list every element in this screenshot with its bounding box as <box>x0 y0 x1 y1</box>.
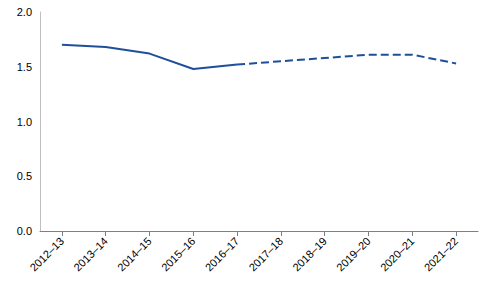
svg-text:0.0: 0.0 <box>17 225 32 237</box>
svg-text:2013–14: 2013–14 <box>71 235 110 274</box>
svg-text:2012–13: 2012–13 <box>27 235 66 274</box>
svg-text:1.0: 1.0 <box>17 116 32 128</box>
svg-text:2016–17: 2016–17 <box>203 235 242 274</box>
svg-text:2017–18: 2017–18 <box>246 235 285 274</box>
svg-text:2.0: 2.0 <box>17 6 32 18</box>
svg-text:2015–16: 2015–16 <box>159 235 198 274</box>
svg-text:2014–15: 2014–15 <box>115 235 154 274</box>
svg-text:2019–20: 2019–20 <box>334 235 373 274</box>
svg-text:0.5: 0.5 <box>17 170 32 182</box>
svg-text:2018–19: 2018–19 <box>290 235 329 274</box>
svg-text:1.5: 1.5 <box>17 61 32 73</box>
svg-text:2021–22: 2021–22 <box>422 235 461 274</box>
svg-text:2020–21: 2020–21 <box>378 235 417 274</box>
